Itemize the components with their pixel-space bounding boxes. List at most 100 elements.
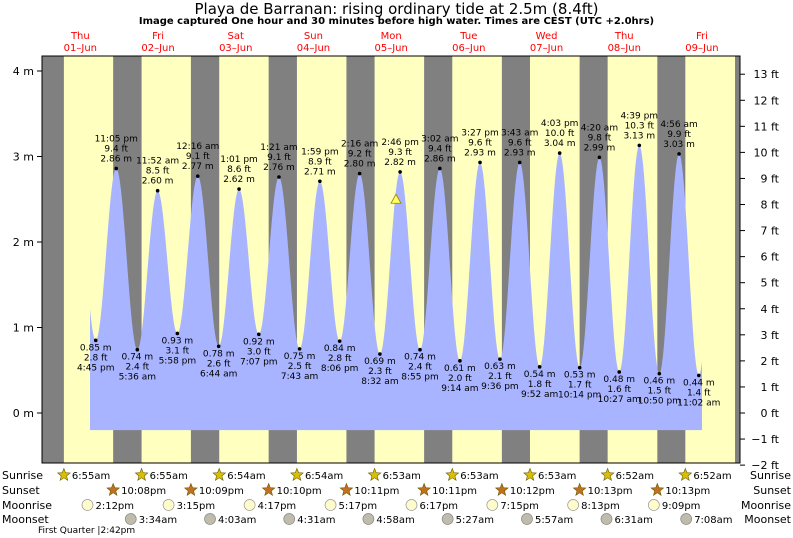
right-tick-label: −2 ft [751,459,779,472]
sunset-icon [417,482,432,496]
sunrise-time: 6:55am [150,471,188,482]
day-date: 03–Jun [219,43,252,54]
high-tide-height-ft: 9.1 ft [267,153,291,163]
sunrise-time: 6:53am [383,471,421,482]
high-tide-height-ft: 9.3 ft [388,148,412,158]
high-tide-height-ft: 9.8 ft [588,133,612,143]
high-tide-height-ft: 8.6 ft [227,165,251,175]
moonset-row-label-right: Moonset [744,513,791,526]
high-tide-point [318,179,322,184]
sunset-icon [650,482,665,496]
sunset-icon [339,482,354,496]
sunset-icon [183,482,198,496]
sunrise-time: 6:52am [616,471,654,482]
left-tick-label: 1 m [13,322,34,335]
high-tide-point [277,175,281,179]
low-tide-point [216,344,221,349]
sunset-time: 10:11pm [432,486,477,497]
day-name: Sun [304,31,323,42]
high-tide-point [398,170,402,174]
sunrise-time: 6:54am [227,471,265,482]
sunrise-time: 6:52am [693,471,731,482]
moonset-time: 6:31am [614,515,652,526]
low-tide-time: 11:02 am [677,398,720,408]
right-tick-label: 1 ft [761,381,780,394]
low-tide-time: 8:55 pm [401,373,439,383]
high-tide-point [114,166,119,171]
low-tide-height-ft: 2.8 ft [84,353,108,363]
sunset-icon [261,482,276,496]
low-tide-height-ft: 2.3 ft [368,367,392,377]
day-date: 09–Jun [685,43,718,54]
sunset-time: 10:11pm [354,486,399,497]
low-tide-time: 7:43 am [281,372,318,382]
moonset-time: 5:27am [456,515,494,526]
low-tide-point [418,347,422,352]
left-tick-label: 3 m [13,151,34,164]
low-tide-height-m: 0.85 m [80,343,112,353]
low-tide-time: 8:32 am [361,377,398,387]
high-tide-height-m: 2.77 m [182,162,214,172]
high-tide-height-m: 2.82 m [384,158,416,168]
low-tide-height-ft: 2.4 ft [125,363,149,373]
low-tide-point [135,347,140,352]
high-tide-point [357,171,362,176]
low-tide-point [93,338,98,343]
high-tide-height-m: 2.93 m [504,148,536,158]
low-tide-height-m: 0.48 m [603,375,635,385]
moonset-icon [441,513,454,525]
low-tide-time: 10:50 pm [638,397,681,407]
sunrise-time: 6:53am [538,471,576,482]
high-tide-time: 3:02 am [421,134,458,144]
low-tide-height-m: 0.78 m [203,349,235,359]
axes: 4 m 3 m 2 m 1 m 0 m 13 ft 12 ft 11 ft 10 ft 9 ft 8… [13,55,780,472]
current-tide-triangle [390,193,402,204]
right-tick-label: 4 ft [761,303,780,316]
low-tide-height-m: 0.63 m [484,362,516,372]
low-tide-point [256,332,261,337]
high-tide-height-ft: 10.3 ft [625,121,655,131]
high-tide-time: 1:21 am [260,143,297,153]
high-tide-height-ft: 9.6 ft [508,138,532,148]
moonset-icon [680,513,693,525]
low-tide-height-m: 0.84 m [324,344,356,354]
high-tide-time: 12:16 am [176,142,219,152]
low-tide-height-ft: 2.8 ft [328,354,352,364]
tide-area [90,145,702,431]
high-tide-height-m: 2.60 m [142,177,174,187]
high-tide-height-m: 3.13 m [623,131,655,141]
high-tide-point [677,152,681,156]
high-tide-height-m: 2.99 m [584,143,616,153]
moonset-time: 4:03am [218,515,256,526]
plot-frame [41,55,741,464]
low-tide-time: 10:14 pm [558,391,601,401]
day-name: Sat [228,31,244,42]
moonset-icon [600,513,613,525]
sunrise-icon [445,467,460,481]
low-tide-height-ft: 2.5 ft [288,362,312,372]
day-name: Thu [70,31,90,42]
right-tick-label: 3 ft [761,329,780,342]
sunrise-icon [212,467,227,481]
low-tide-point [297,347,302,351]
sunset-time: 10:10pm [277,486,322,497]
low-tide-height-m: 0.46 m [643,377,675,387]
sunset-time: 10:09pm [199,486,244,497]
right-tick-label: 10 ft [754,146,780,159]
low-tide-point [537,365,542,369]
day-name: Mon [381,31,402,42]
moonset-icon [521,513,533,525]
moonrise-icon [405,499,418,511]
low-tide-point [378,352,382,356]
day-date: 02–Jun [141,43,174,54]
high-tide-height-m: 2.86 m [100,154,132,164]
moonrise-row-label-left: Moonrise [2,499,52,512]
chart-subtitle: Image captured One hour and 30 minutes b… [138,16,655,27]
day-name: Tue [459,31,477,42]
day-date: 04–Jun [297,43,330,54]
low-tide-height-m: 0.44 m [683,378,715,388]
high-tide-height-m: 2.71 m [304,167,336,177]
moonrise-icon [648,499,660,511]
current-tide-marker [390,193,402,204]
